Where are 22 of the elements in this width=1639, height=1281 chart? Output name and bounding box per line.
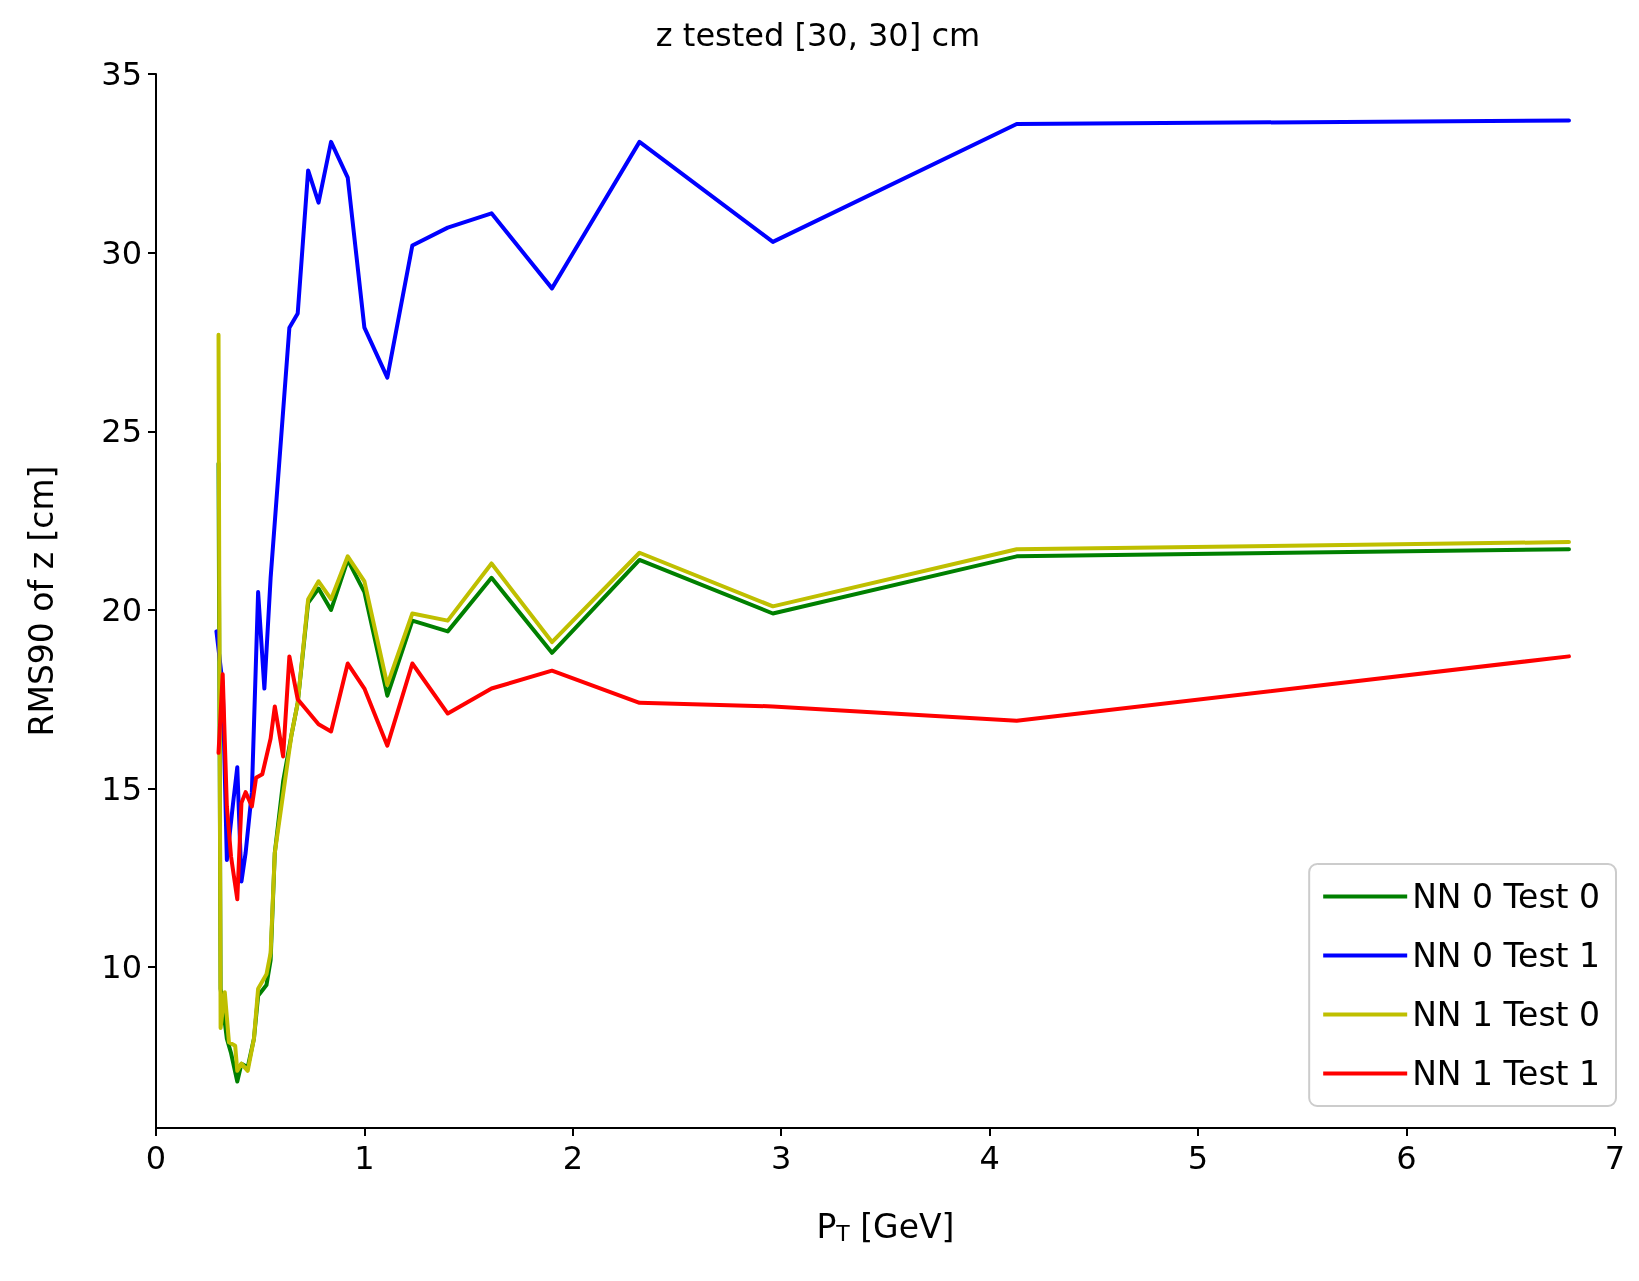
y-tick-label: 25	[101, 412, 142, 451]
x-axis-title: PT [GeV]	[816, 1206, 955, 1246]
legend-label: NN 1 Test 1	[1412, 1054, 1601, 1093]
chart-title: z tested [30, 30] cm	[655, 16, 981, 54]
y-tick-label: 20	[101, 590, 142, 629]
y-tick-label: 15	[101, 769, 142, 808]
y-tick-label: 35	[101, 55, 142, 93]
x-tick-label: 4	[979, 1139, 1000, 1177]
line-series	[214, 118, 1571, 884]
x-tick-label: 1	[354, 1139, 375, 1177]
x-tick-label: 6	[1396, 1139, 1417, 1177]
x-tick-label: 2	[562, 1139, 583, 1177]
x-tick-label: 0	[145, 1139, 167, 1177]
legend-label: NN 0 Test 0	[1412, 877, 1601, 916]
y-tick-label: 10	[101, 948, 142, 987]
legend-label: NN 0 Test 1	[1412, 936, 1601, 975]
x-tick-label: 3	[771, 1139, 792, 1177]
y-axis-title: RMS90 of z [cm]	[22, 465, 61, 737]
y-tick-label: 30	[101, 233, 142, 272]
x-tick-label: 5	[1187, 1139, 1209, 1177]
legend-label: NN 1 Test 0	[1412, 995, 1601, 1034]
x-tick-label: 7	[1604, 1139, 1625, 1177]
